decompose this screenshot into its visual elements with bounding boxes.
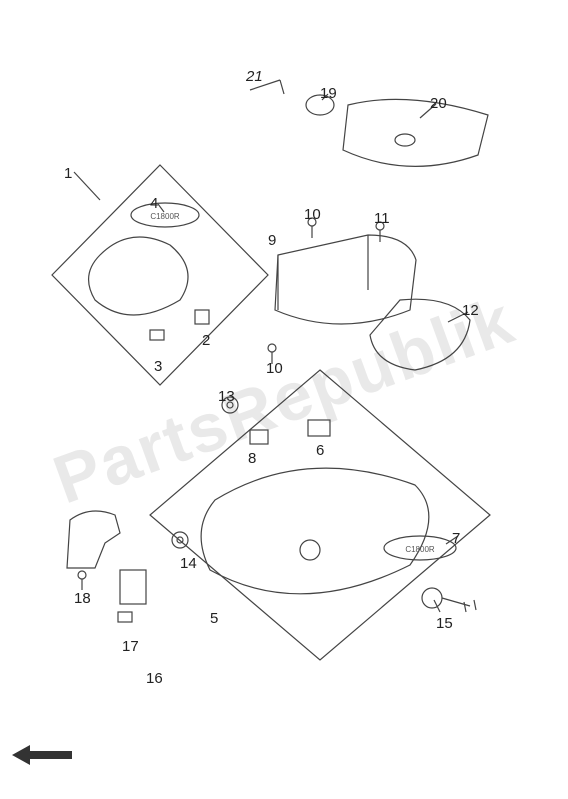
callout-20: 20 (430, 95, 447, 112)
callout-16: 16 (146, 670, 163, 687)
callout-11: 11 (374, 210, 390, 227)
callout-10a: 10 (304, 206, 321, 223)
callout-21: 21 (246, 68, 263, 85)
callout-15: 15 (436, 615, 453, 632)
badge-label: C1800R (150, 212, 180, 221)
callout-6: 6 (316, 442, 324, 459)
callout-13: 13 (218, 388, 235, 405)
callout-2: 2 (202, 332, 210, 349)
callout-12: 12 (462, 302, 479, 319)
callout-7: 7 (452, 530, 460, 547)
orientation-arrow-icon (12, 743, 72, 767)
parts-diagram-svg: C1800R (0, 0, 568, 799)
callout-10b: 10 (266, 360, 283, 377)
callout-17: 17 (122, 638, 139, 655)
callout-14: 14 (180, 555, 197, 572)
callout-8: 8 (248, 450, 256, 467)
callout-9: 9 (268, 232, 276, 249)
badge-label-2: C1800R (405, 545, 435, 554)
callout-5: 5 (210, 610, 218, 627)
callout-19: 19 (320, 85, 337, 102)
callout-4: 4 (150, 195, 158, 212)
callout-1: 1 (64, 165, 72, 182)
callout-18: 18 (74, 590, 91, 607)
callout-3: 3 (154, 358, 162, 375)
diagram-canvas: PartsRepublik C1800R (0, 0, 568, 799)
